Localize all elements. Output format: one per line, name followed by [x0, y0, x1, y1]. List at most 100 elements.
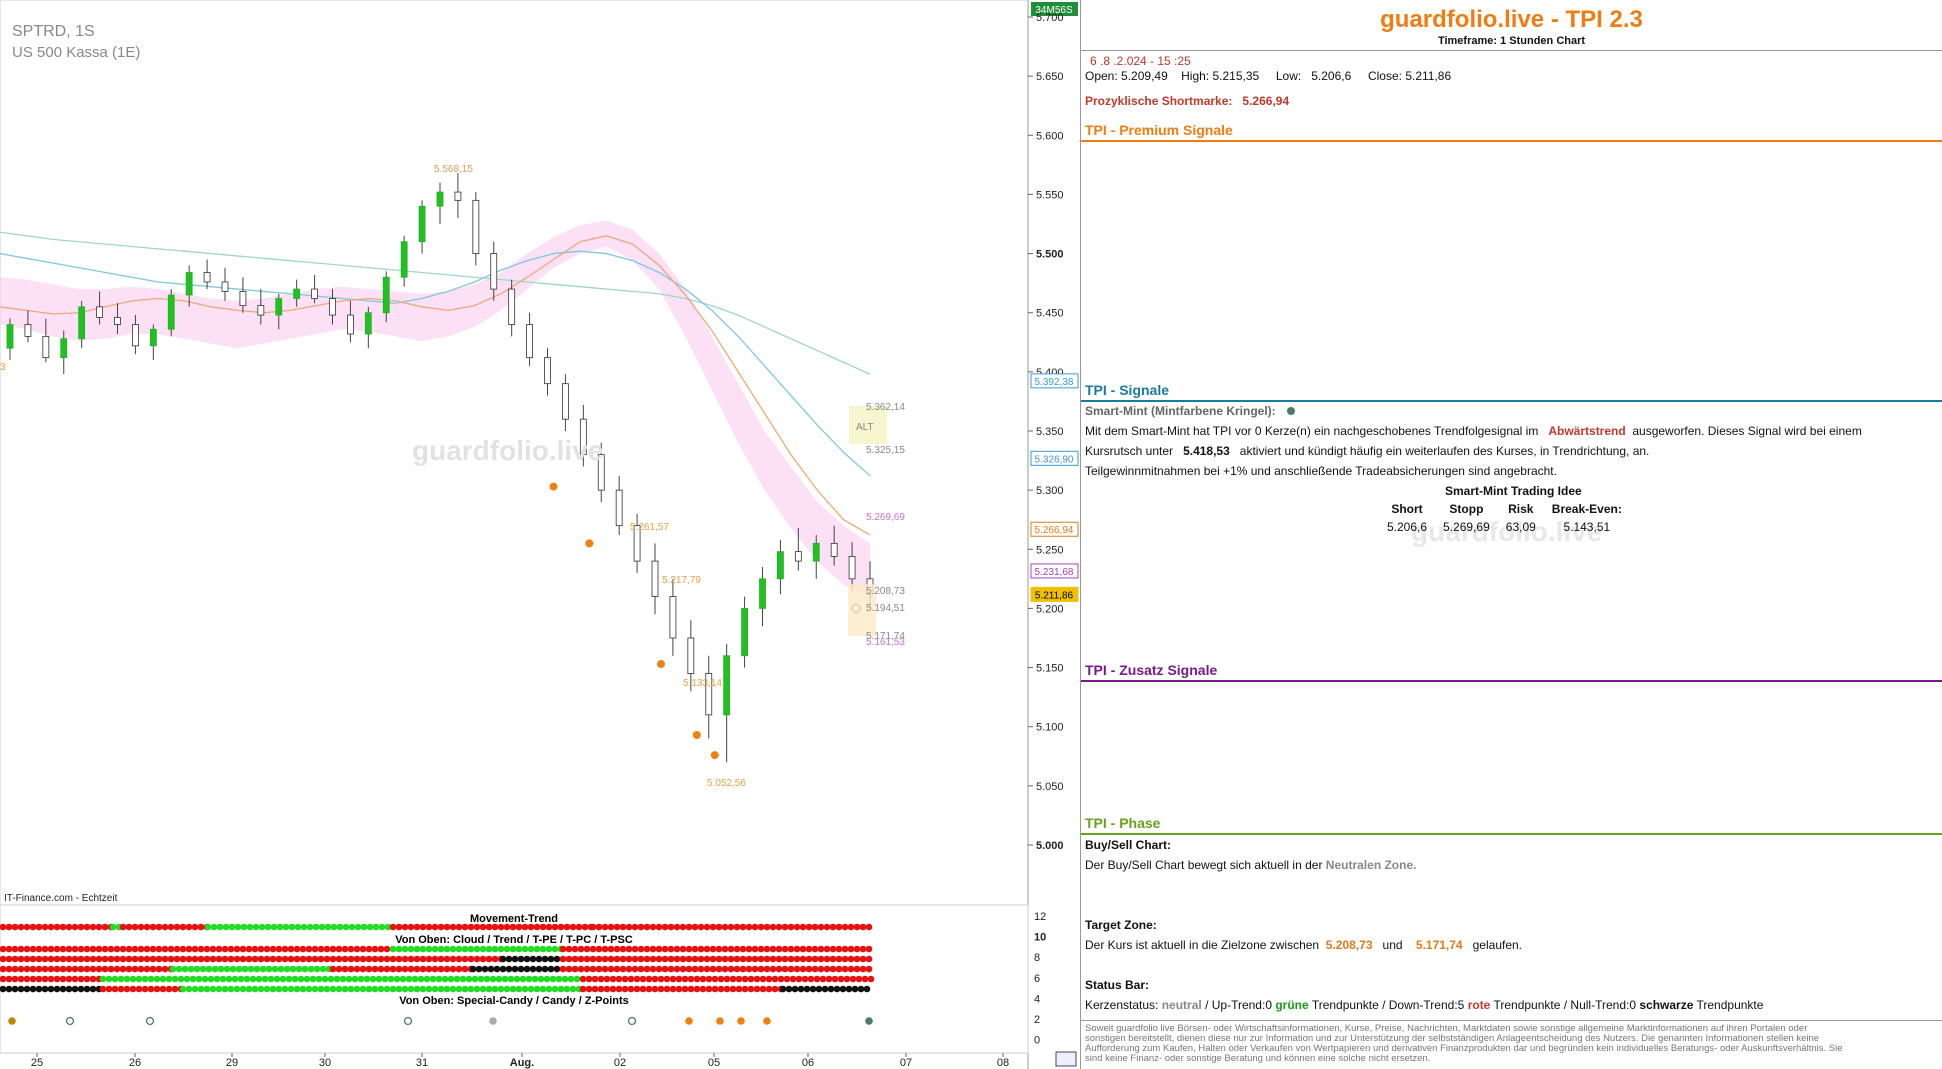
indicator-dot [323, 945, 331, 953]
candle-body [78, 306, 86, 340]
indicator-dot [275, 955, 283, 963]
indicator-dot [371, 985, 379, 993]
indicator-dot [739, 923, 747, 931]
indicator-dot [467, 955, 475, 963]
indicator-dot [817, 945, 825, 953]
indicator-dot [805, 945, 813, 953]
indicator-dot [651, 985, 659, 993]
indicator-dot [191, 955, 199, 963]
indicator-dot [859, 965, 867, 973]
candle-body [508, 288, 516, 325]
indicator-dot [841, 945, 849, 953]
indicator-dot [143, 965, 151, 973]
candle-body [400, 241, 408, 278]
price-badge-bg [1030, 521, 1079, 537]
price-annotation: 5.261,57 [630, 522, 669, 533]
indicator-dot [811, 955, 819, 963]
indicator-dot [865, 923, 873, 931]
indicator-dot [366, 923, 374, 931]
indicator-dot [101, 965, 109, 973]
indicator-dot [387, 975, 395, 983]
indicator-dot [841, 923, 849, 931]
indicator-dot [459, 975, 467, 983]
indicator-dot [89, 985, 97, 993]
indicator-dot [246, 923, 254, 931]
indicator-dot [491, 945, 499, 953]
indicator-dot [557, 985, 565, 993]
indicator-dot [591, 985, 599, 993]
indicator-dot [215, 985, 223, 993]
ma-line [0, 235, 871, 536]
indicator-dot [173, 955, 181, 963]
chart-watermark: guardfolio.live [412, 435, 603, 466]
indicator-dot [443, 965, 451, 973]
indicator-dot [461, 923, 469, 931]
indicator-dot [419, 923, 427, 931]
chart-tools-icon[interactable] [1055, 1051, 1077, 1067]
indicator-dot [823, 945, 831, 953]
indicator-dot [329, 965, 337, 973]
indicator-dot [505, 965, 513, 973]
indicator-dot [741, 985, 749, 993]
indicator-dot [835, 955, 843, 963]
indicator-dot [377, 955, 385, 963]
indicator-dot [443, 985, 451, 993]
y-tick-label: 5.300 [1036, 485, 1064, 497]
indicator-dot [757, 965, 765, 973]
indicator-dot [729, 975, 737, 983]
indicator-dot [253, 965, 261, 973]
indicator-dot [347, 955, 355, 963]
indicator-dot [649, 945, 657, 953]
indicator-dot [655, 965, 663, 973]
indicator-dot [179, 923, 187, 931]
indicator-dot [251, 955, 259, 963]
indicator-dot [101, 945, 109, 953]
indicator-dot [567, 975, 575, 983]
indicator-dot [607, 955, 615, 963]
indicator-dot [47, 985, 55, 993]
indicator-y-label: 4 [1034, 993, 1040, 1005]
indicator-dot [209, 945, 217, 953]
disclaimer: Soweit guardfolio live Börsen- oder Wirt… [1085, 1023, 1843, 1064]
indicator-dot [539, 945, 547, 953]
indicator-dot [185, 985, 193, 993]
indicator-dot [113, 955, 121, 963]
indicator-dot [631, 923, 639, 931]
indicator-dot [77, 965, 85, 973]
indicator-dot [553, 955, 561, 963]
price-badge-bg [1030, 450, 1079, 466]
indicator-dot [527, 985, 535, 993]
price-annotation: ALT [856, 422, 874, 433]
indicator-dot [125, 955, 133, 963]
buysell-title: Buy/Sell Chart: [1085, 838, 1172, 852]
indicator-dot [619, 923, 627, 931]
indicator-dot [231, 975, 239, 983]
smart-mint-line2: Kursrutsch unter 5.418,53 aktiviert und … [1085, 444, 1650, 458]
indicator-dot [685, 965, 693, 973]
candle-body [114, 317, 121, 325]
indicator-dot [125, 923, 133, 931]
indicator-dot [711, 975, 719, 983]
indicator-dot [264, 923, 272, 931]
indicator-dot [179, 985, 187, 993]
indicator-dot [295, 965, 303, 973]
indicator-dot [775, 923, 783, 931]
indicator-dot [503, 923, 511, 931]
indicator-dot [275, 945, 283, 953]
indicator-dot [53, 923, 61, 931]
indicator-dot [775, 965, 783, 973]
indicator-dot [215, 955, 223, 963]
indicator-dot [273, 975, 281, 983]
y-tick-label: 5.150 [1036, 663, 1064, 675]
candle-body [669, 596, 677, 639]
indicator-dot [863, 985, 871, 993]
indicator-dot [485, 985, 493, 993]
indicator-dot [681, 985, 689, 993]
indicator-dot [697, 955, 705, 963]
price-chart[interactable]: SPTRD, 1S US 500 Kassa (1E) guardfolio.l… [0, 0, 1080, 1069]
indicator-dot [509, 923, 517, 931]
special-dot [737, 1017, 745, 1025]
indicator-dot [149, 955, 157, 963]
indicator-dot [203, 985, 211, 993]
indicator-dot [449, 955, 457, 963]
